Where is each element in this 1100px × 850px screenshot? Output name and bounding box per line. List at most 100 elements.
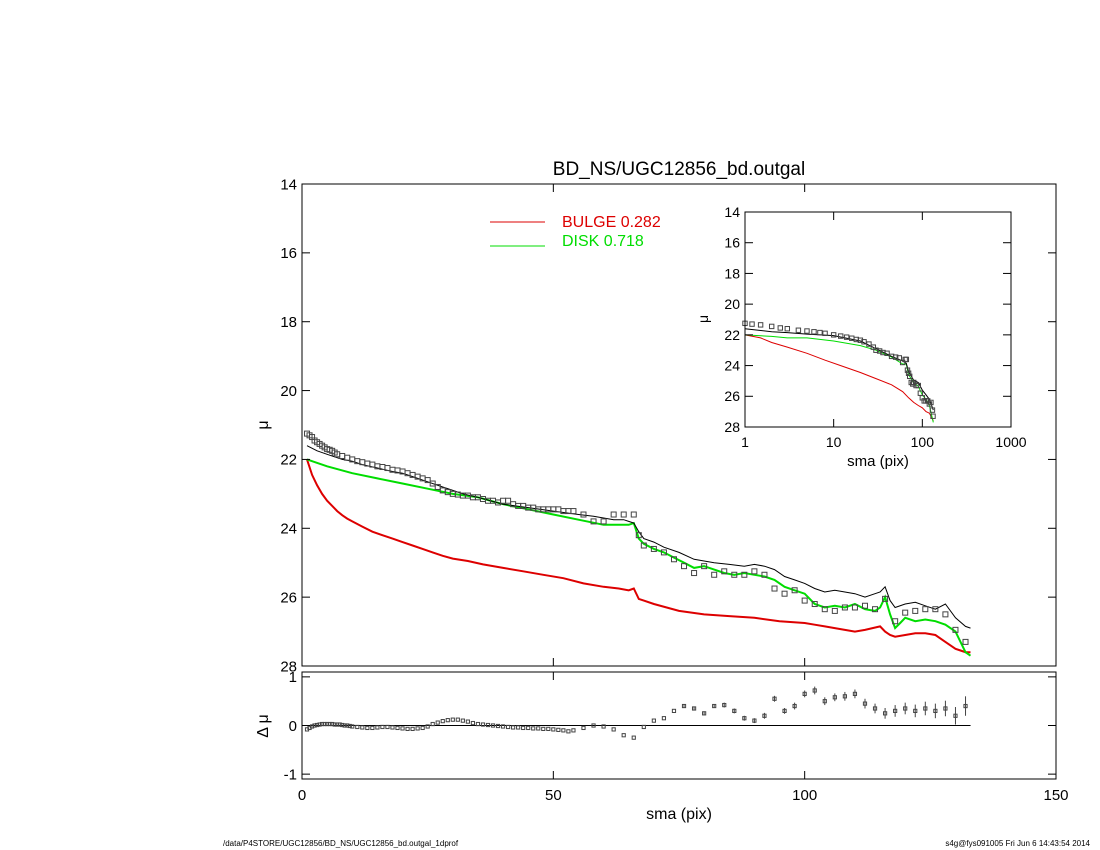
- residual-data-point: [571, 728, 576, 733]
- inset-data-point: [873, 347, 879, 353]
- main-data-point: [791, 587, 798, 594]
- main-data-point: [952, 626, 959, 633]
- residual-data-point: [732, 708, 737, 714]
- main-data-point: [811, 601, 818, 608]
- residual-data-point: [963, 703, 968, 709]
- residual-data-point: [712, 703, 717, 709]
- residual-data-point: [872, 706, 878, 711]
- inset-data-point: [929, 407, 936, 413]
- residual-data-point: [671, 708, 677, 714]
- inset-axes: 1 10 100 1000 14 16 18 20 22 24 26 28: [724, 204, 1026, 450]
- residual-data-point: [445, 718, 450, 723]
- residual-data-point: [943, 706, 948, 711]
- main-y-tick-label: 14: [280, 176, 297, 193]
- residual-data-point: [365, 725, 370, 731]
- inset-data-point: [915, 382, 921, 389]
- residual-data-point: [500, 724, 506, 729]
- main-data-point: [580, 511, 587, 518]
- inset-x-tick-label: 100: [911, 434, 935, 450]
- chart-title: BD_NS/UGC12856_bd.outgal: [553, 159, 805, 180]
- residual-data-point: [933, 708, 938, 714]
- inset-data-point: [903, 356, 910, 363]
- residual-y-tick-label: 1: [289, 669, 297, 686]
- main-data-point: [711, 571, 718, 578]
- residual-x-tick-label: 50: [545, 787, 562, 804]
- residual-data-point: [375, 725, 380, 730]
- inset-data-point: [768, 323, 775, 330]
- residual-data-point: [621, 733, 626, 738]
- main-data-point: [922, 606, 929, 613]
- main-data-point: [500, 497, 507, 504]
- residual-data-point: [505, 724, 511, 730]
- residual-x-axis-label: sma (pix): [646, 806, 712, 823]
- residual-data-point: [772, 696, 777, 701]
- main-data-point: [781, 590, 788, 597]
- main-data-point: [942, 611, 949, 618]
- inset-data-point: [757, 322, 764, 328]
- inset-data-point: [804, 328, 810, 334]
- main-data-point: [429, 480, 436, 487]
- main-data-point: [681, 563, 688, 570]
- main-data-point: [892, 618, 899, 625]
- residual-x-tick-label: 150: [1043, 787, 1068, 804]
- residual-plot: 0 50 100 150-101 sma (pix) Δ μ: [255, 669, 1069, 823]
- main-data-point: [831, 607, 838, 614]
- main-data-point: [640, 542, 647, 549]
- residual-data-point: [435, 720, 440, 725]
- residual-data-point: [591, 723, 596, 728]
- residual-data-point: [460, 718, 465, 723]
- main-data-point: [434, 483, 441, 490]
- main-data-point: [902, 609, 909, 616]
- residual-data-point: [852, 691, 858, 696]
- inset-data-point: [925, 398, 931, 404]
- main-data-point: [761, 571, 768, 578]
- residual-data-point: [722, 702, 727, 708]
- main-y-tick-label: 18: [280, 314, 297, 331]
- main-data-point: [344, 454, 351, 461]
- inset-x-axis-label: sma (pix): [847, 453, 909, 470]
- residual-data-point: [913, 708, 918, 714]
- main-data-point: [861, 602, 868, 609]
- inset-data-point: [777, 325, 783, 331]
- main-series-line-bulge: [306, 459, 971, 654]
- footer-timestamp: s4g@fys091005 Fri Jun 6 14:43:54 2014: [945, 839, 1090, 848]
- inset-x-tick-label: 1: [741, 434, 749, 450]
- residual-data-point: [903, 706, 908, 711]
- residual-data-point: [455, 717, 460, 722]
- main-data-point: [721, 568, 728, 575]
- inset-series-line-total: [744, 334, 934, 422]
- main-data-point: [912, 607, 919, 614]
- residual-data-point: [400, 726, 405, 731]
- residual-data-point: [405, 726, 410, 732]
- residual-data-point: [516, 725, 521, 730]
- residual-data-point: [511, 725, 516, 730]
- main-y-tick-label: 24: [280, 521, 297, 538]
- residual-y-tick-label: -1: [284, 766, 297, 783]
- residual-data-point: [430, 721, 435, 727]
- inset-data-point: [884, 350, 890, 356]
- residual-data-point: [347, 723, 352, 729]
- residual-data-point: [661, 716, 667, 721]
- inset-y-tick-label: 22: [724, 327, 740, 343]
- residual-data-point: [611, 727, 616, 732]
- inset-y-tick-label: 20: [724, 296, 740, 312]
- inset-y-tick-label: 28: [724, 419, 740, 435]
- main-data-point: [882, 595, 889, 602]
- residual-data-point: [490, 723, 496, 728]
- residual-data-point: [480, 722, 486, 727]
- residual-data-point: [415, 726, 420, 731]
- inset-data-point: [830, 332, 837, 338]
- residual-data-point: [752, 718, 757, 723]
- main-data-point: [635, 532, 642, 539]
- main-data-point: [620, 511, 627, 518]
- main-data-point: [505, 497, 512, 504]
- inset-data-point: [784, 326, 791, 332]
- inset-data-point: [910, 381, 916, 387]
- residual-data-point: [822, 699, 827, 704]
- inset-data-point: [861, 339, 867, 345]
- main-data-point: [600, 518, 607, 525]
- residual-data-point: [360, 725, 365, 730]
- inset-data-point: [905, 370, 912, 376]
- residual-data-point: [581, 725, 586, 731]
- residual-data-point: [495, 723, 501, 729]
